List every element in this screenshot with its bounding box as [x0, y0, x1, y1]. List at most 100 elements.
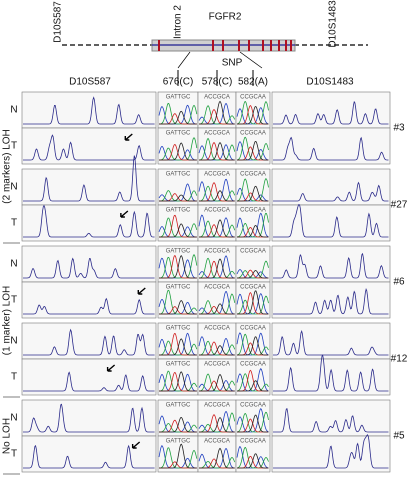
panel: [157, 322, 199, 360]
sequence: ACCGCA: [204, 249, 230, 255]
panel: [271, 322, 391, 360]
sequence: GATTGC: [166, 285, 191, 291]
trace: [23, 257, 155, 279]
trace: [198, 137, 236, 161]
trace: [198, 105, 236, 125]
trace: [236, 446, 269, 469]
trace: [199, 447, 235, 469]
trace: [159, 443, 197, 469]
sequence: ACCGCA: [204, 403, 230, 409]
trace: [236, 136, 269, 161]
trace: [237, 290, 269, 315]
row-label: T: [11, 295, 17, 306]
trace: [236, 178, 269, 202]
group-label: (2 markers) LOH: [2, 129, 13, 203]
trace: [158, 289, 198, 315]
trace: [159, 190, 198, 202]
sequence: CCGCAA: [240, 172, 266, 178]
trace: [159, 137, 198, 161]
gene-name: FGFR2: [209, 12, 242, 23]
trace: [237, 140, 269, 161]
sequence: ACCGCA: [204, 208, 230, 214]
sequence: CCGCAA: [240, 285, 266, 291]
trace: [159, 300, 197, 315]
panel: [271, 245, 391, 283]
row-label: N: [10, 105, 17, 116]
sequence: ACCGCA: [204, 362, 230, 368]
sequence: GATTGC: [166, 326, 191, 332]
panel: [21, 399, 157, 437]
arrow: [124, 133, 133, 141]
row-label: T: [11, 141, 17, 152]
trace: [23, 297, 155, 315]
sequence: CCGCAA: [240, 131, 266, 137]
sequence: ACCGCA: [204, 95, 230, 101]
trace: [23, 204, 155, 238]
sequence: ACCGCA: [204, 172, 230, 178]
trace: [273, 252, 389, 279]
panel: [157, 281, 199, 319]
trace: [199, 219, 235, 238]
sequence: ACCGCA: [204, 326, 230, 332]
panel: [197, 358, 237, 396]
arrow: [131, 441, 141, 449]
group-label: (1 marker) LOH: [2, 286, 13, 355]
trace: [273, 434, 389, 469]
trace: [159, 223, 197, 238]
panel: [157, 358, 199, 396]
trace: [237, 106, 269, 125]
panel: [235, 204, 271, 242]
trace: [198, 257, 236, 279]
panel: [21, 245, 157, 283]
group-label: No LOH: [2, 418, 13, 454]
row-label: T: [11, 218, 17, 229]
trace: [273, 181, 389, 202]
trace: [237, 225, 269, 238]
panel: [157, 204, 199, 242]
trace: [159, 102, 198, 125]
trace: [237, 336, 269, 356]
trace: [199, 190, 235, 202]
trace: [198, 340, 236, 356]
trace: [159, 423, 198, 433]
sequence: CCGCAA: [240, 403, 266, 409]
trace: [273, 136, 389, 161]
trace: [199, 417, 235, 433]
trace: [236, 411, 269, 433]
trace: [236, 260, 269, 279]
sequence: GATTGC: [166, 131, 191, 137]
trace: [159, 338, 197, 356]
snp-label: SNP: [222, 58, 243, 69]
panel: [271, 399, 391, 437]
case-id: #12: [391, 354, 408, 365]
panel: [197, 127, 237, 165]
sequence: CCGCAA: [240, 439, 266, 445]
trace: [23, 134, 155, 161]
arrow: [106, 364, 116, 372]
trace: [236, 295, 269, 315]
trace: [273, 354, 389, 392]
case-id: #6: [393, 277, 405, 288]
row-label: T: [11, 449, 17, 460]
trace: [23, 403, 155, 433]
marker-left-label: D10S587: [53, 1, 64, 43]
trace: [159, 254, 198, 279]
trace: [23, 444, 155, 469]
trace: [199, 258, 235, 279]
sequence: ACCGCA: [204, 131, 230, 137]
trace: [199, 142, 235, 161]
panel: [271, 204, 391, 242]
panel: [271, 358, 391, 396]
arrow: [137, 287, 146, 295]
sequence: GATTGC: [166, 172, 191, 178]
row-label: T: [11, 372, 17, 383]
panel: [235, 322, 271, 360]
row-label: N: [10, 182, 17, 193]
sequence: GATTGC: [166, 439, 191, 445]
trace: [199, 345, 235, 356]
panel: [21, 322, 157, 360]
case-id: #3: [393, 123, 405, 134]
sequence: ACCGCA: [204, 285, 230, 291]
panel: [235, 435, 271, 473]
case-id: #5: [393, 431, 405, 442]
